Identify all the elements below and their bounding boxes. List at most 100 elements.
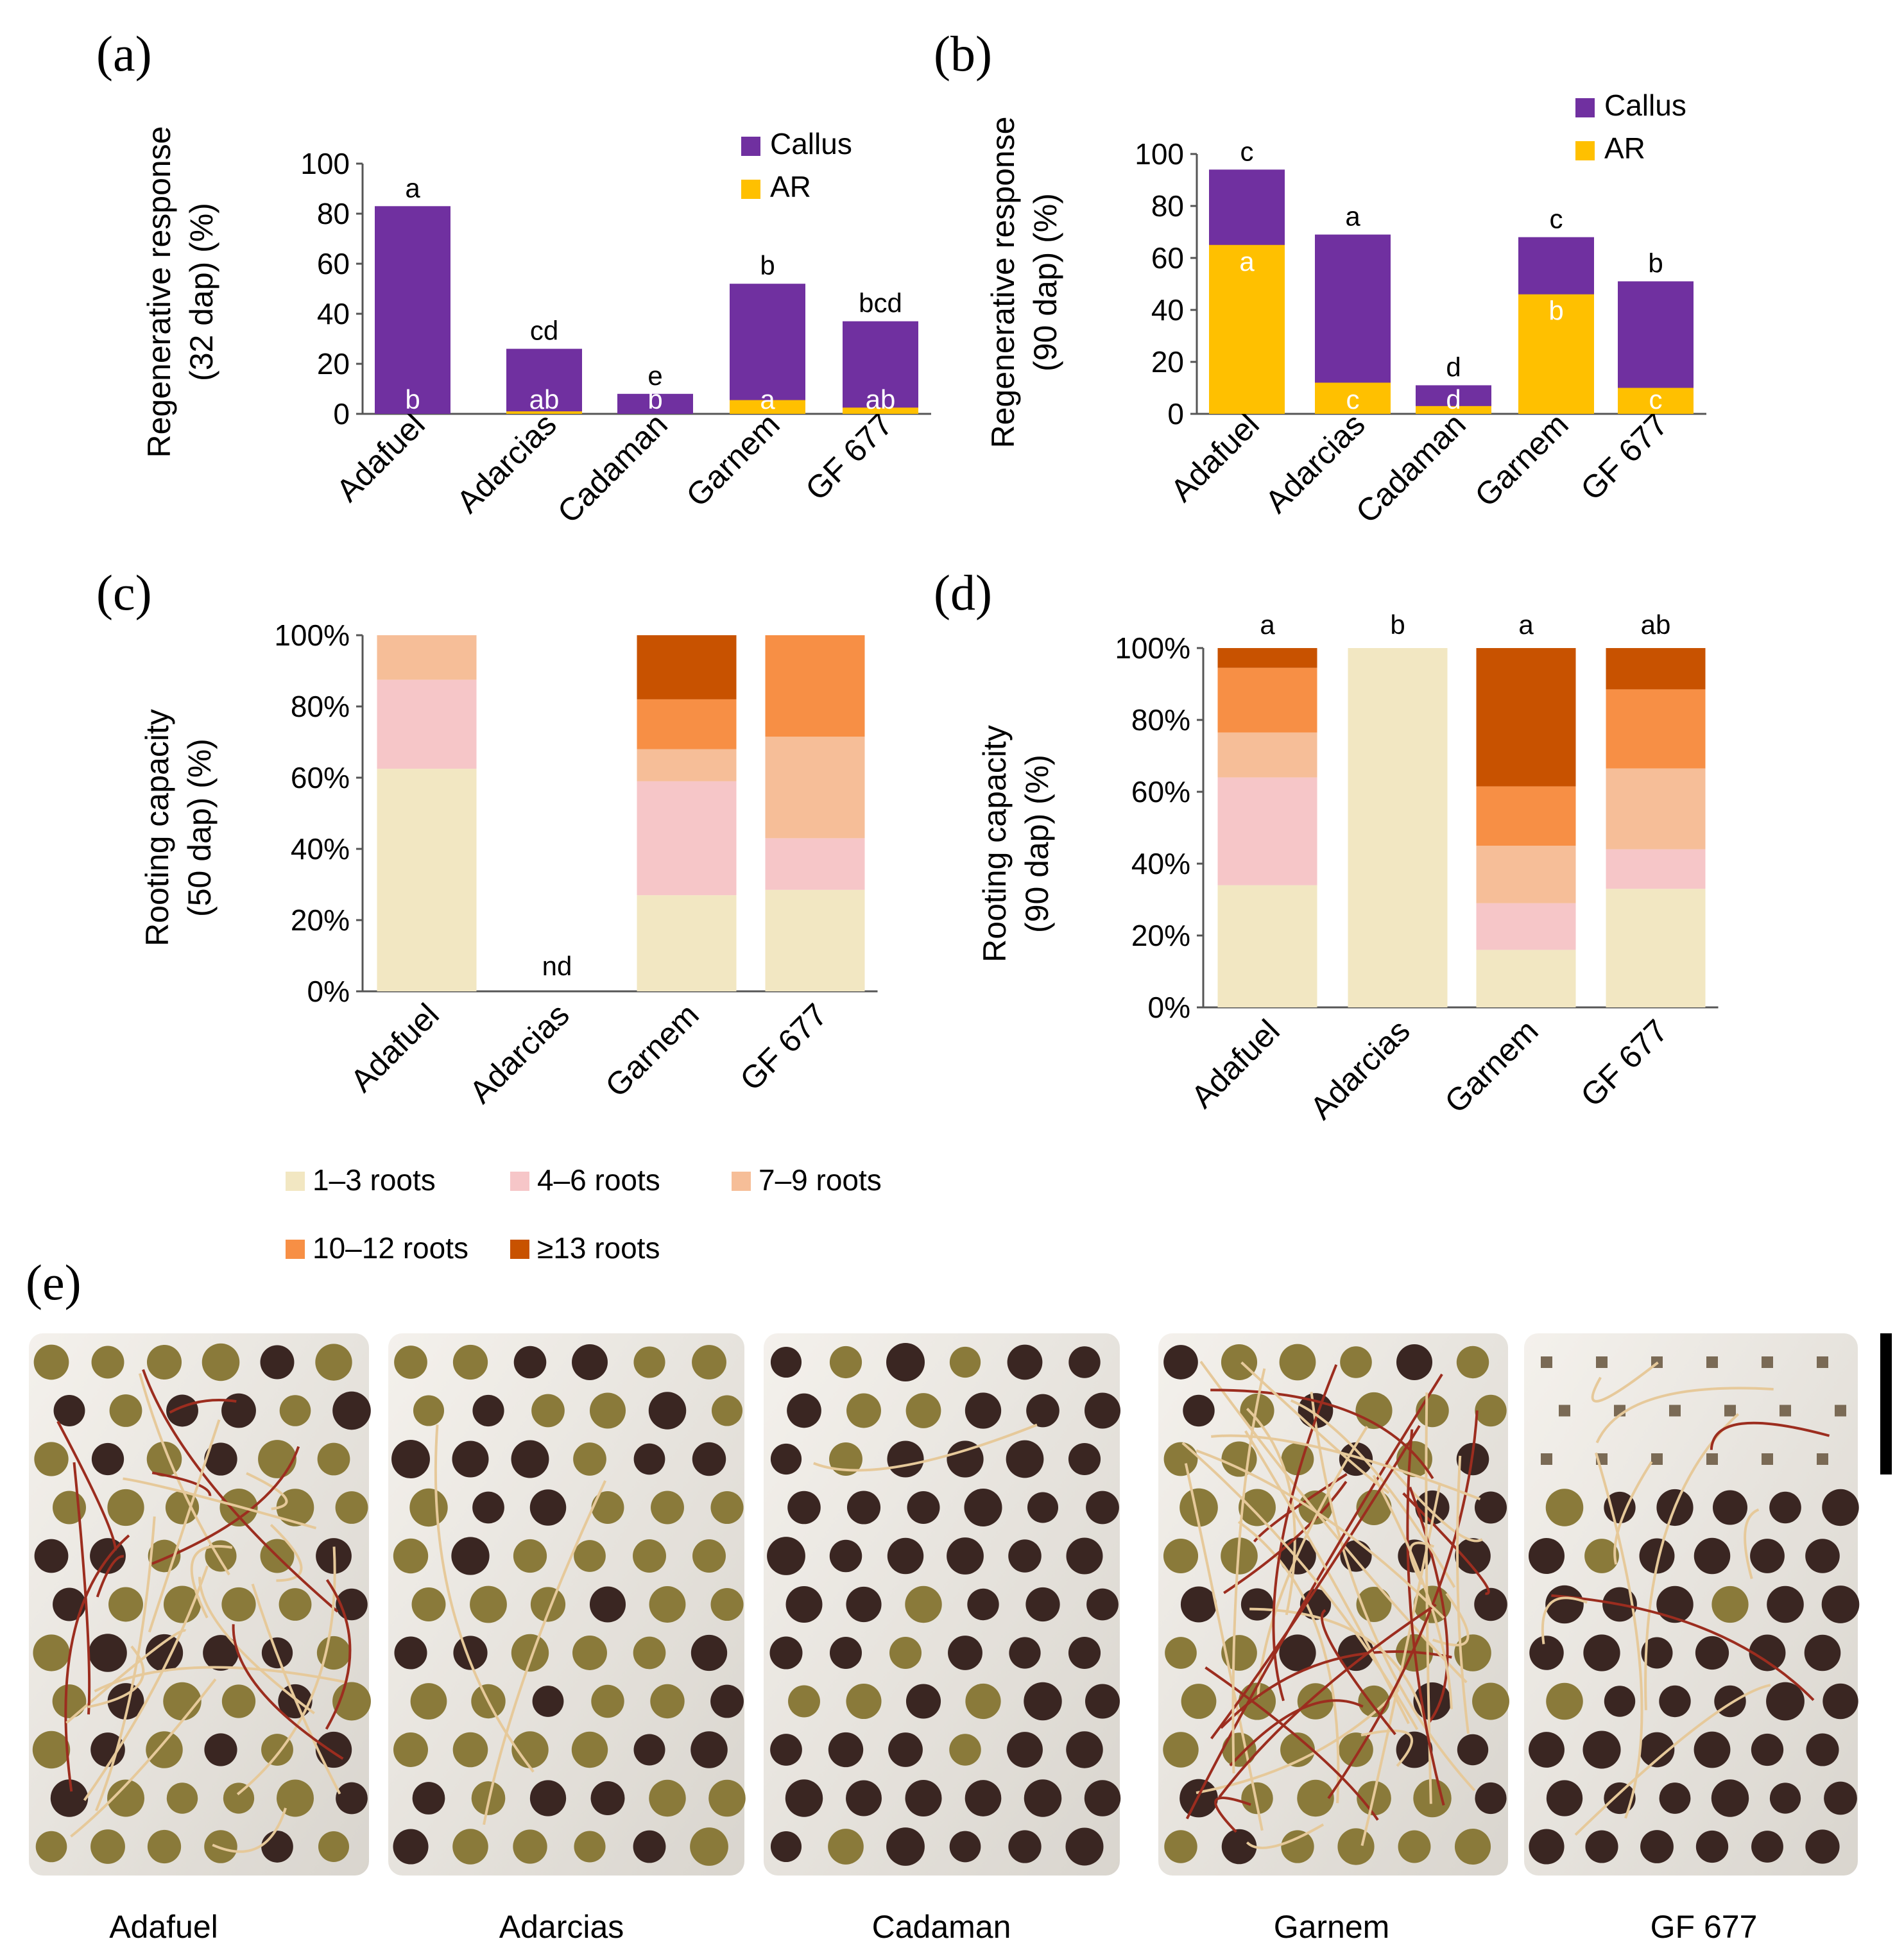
photo-cadaman-explant bbox=[1065, 1827, 1104, 1866]
panel-b-bar-ar-adarcias bbox=[1315, 382, 1391, 414]
panel-b-sig-ar-adafuel: a bbox=[1239, 246, 1255, 277]
photo-adafuel-explant bbox=[261, 1831, 293, 1863]
photo-gf-677-explant bbox=[1529, 1829, 1565, 1865]
panel-d-segment-13-roots-gf-677 bbox=[1606, 648, 1706, 690]
panel-a-bar-ar-adarcias bbox=[506, 411, 582, 414]
photo-adafuel-root bbox=[246, 1472, 288, 1510]
panel-a-sig-callus-adarcias: cd bbox=[530, 316, 558, 346]
photo-cadaman-root bbox=[813, 1423, 1038, 1472]
photo-gf-677-empty-well bbox=[1706, 1356, 1718, 1368]
photo-cadaman-explant bbox=[846, 1393, 881, 1428]
photo-cadaman-explant bbox=[947, 1440, 984, 1478]
photo-gf-677-explant bbox=[1546, 1780, 1583, 1816]
photo-gf-677-root bbox=[1744, 1508, 1760, 1580]
photo-caption-gf-677: GF 677 bbox=[1651, 1909, 1758, 1945]
legend-roots-10-12: 10–12 roots bbox=[313, 1231, 468, 1265]
photo-cadaman-explant bbox=[1086, 1588, 1119, 1621]
photo-garnem-root bbox=[1310, 1392, 1476, 1791]
panel-b-y-tick-label: 0 bbox=[1167, 397, 1184, 431]
photo-adarcias-explant bbox=[453, 1636, 488, 1670]
photo-garnem-root bbox=[1432, 1593, 1470, 1646]
photo-adarcias-explant bbox=[391, 1440, 430, 1478]
photo-garnem-explant bbox=[1475, 1782, 1507, 1815]
photo-adafuel-explant bbox=[34, 1539, 69, 1573]
photo-gf-677-explant bbox=[1604, 1782, 1636, 1815]
photo-garnem-root bbox=[1327, 1410, 1479, 1799]
photo-adafuel-explant bbox=[260, 1345, 295, 1380]
photo-adarcias-explant bbox=[590, 1781, 625, 1815]
photo-adarcias-explant bbox=[412, 1782, 445, 1815]
photo-gf-677-root bbox=[1595, 1387, 1774, 1444]
photo-adarcias-explant bbox=[574, 1540, 606, 1572]
photo-adafuel-explant bbox=[203, 1635, 239, 1671]
panel-c-y-tick-label: 80% bbox=[291, 690, 350, 723]
photo-cadaman-explant bbox=[905, 1684, 941, 1719]
photo-garnem-explant bbox=[1163, 1732, 1199, 1768]
photo-cadaman-explant bbox=[967, 1588, 999, 1621]
photo-caption-adafuel: Adafuel bbox=[109, 1909, 218, 1945]
photo-adarcias-explant bbox=[393, 1829, 429, 1865]
photo-adarcias-root bbox=[483, 1480, 607, 1825]
photo-cadaman-explant bbox=[769, 1636, 803, 1670]
panel-a-sig-callus-cadaman: e bbox=[648, 361, 662, 391]
photo-gf-677-explant bbox=[1694, 1731, 1731, 1768]
photo-adarcias-explant bbox=[633, 1539, 666, 1573]
panel-d-sig-gf-677: ab bbox=[1641, 610, 1671, 640]
panel-b-sig-ar-gf-677: c bbox=[1649, 384, 1663, 414]
panel-c-y-tick-label: 0% bbox=[307, 975, 350, 1008]
photo-garnem-root bbox=[1214, 1796, 1251, 1833]
panel-c-y-tick-label: 40% bbox=[291, 832, 350, 866]
panel-c-y-tick-label: 20% bbox=[291, 903, 350, 937]
photo-cadaman-explant bbox=[829, 1539, 862, 1573]
panel-a-y-axis-label: Regenerative response (32 dap) (%) bbox=[141, 126, 219, 458]
photo-adarcias-explant bbox=[452, 1344, 488, 1380]
panel-c-y-tick-label: 60% bbox=[291, 761, 350, 794]
photo-adafuel-explant bbox=[107, 1683, 144, 1720]
photo-gf-677-explant bbox=[1529, 1732, 1565, 1768]
photo-gf-677-explant bbox=[1804, 1634, 1841, 1671]
panel-b-y-label-line2: (90 dap) (%) bbox=[1027, 193, 1063, 372]
photo-adarcias-explant bbox=[591, 1491, 624, 1524]
legend-swatch-roots-13-plus bbox=[510, 1240, 529, 1259]
photo-cadaman-explant bbox=[1085, 1392, 1120, 1429]
panel-c-annotation-nd: nd bbox=[542, 951, 572, 981]
panel-d-y-tick-label: 20% bbox=[1131, 919, 1190, 952]
photo-adafuel-explant bbox=[221, 1684, 256, 1718]
panel-a-bar-callus-garnem bbox=[730, 284, 805, 414]
panel-c-segment-10-12-roots-gf-677 bbox=[765, 635, 865, 737]
photo-gf-677-explant bbox=[1769, 1491, 1801, 1524]
photo-adarcias-explant bbox=[650, 1684, 685, 1719]
panel-d-x-label-garnem: Garnem bbox=[1437, 1013, 1545, 1120]
photo-garnem-explant bbox=[1183, 1394, 1215, 1427]
panel-d-x-label-gf-677: GF 677 bbox=[1574, 1013, 1675, 1114]
photo-garnem-explant bbox=[1179, 1488, 1218, 1527]
photo-adafuel-explant bbox=[146, 1731, 183, 1768]
photo-adarcias-explant bbox=[708, 1779, 746, 1817]
photo-adafuel-root bbox=[198, 1577, 315, 1714]
panel-e-photos: (e) Adafuel Adarcias Cadaman Garnem GF 6… bbox=[26, 1254, 1892, 1945]
photo-gf-677-explant bbox=[1822, 1489, 1859, 1526]
photo-adafuel-explant bbox=[90, 1829, 125, 1864]
photo-adarcias-explant bbox=[633, 1443, 665, 1475]
panel-d-plot-area: 0% 20% 40% 60% 80% 100% Adafuel Adarcias Garnem G… bbox=[1115, 610, 1719, 1126]
photo-cadaman-explant bbox=[770, 1734, 802, 1766]
photo-caption-adarcias: Adarcias bbox=[499, 1909, 624, 1945]
photo-adarcias-explant bbox=[452, 1732, 488, 1768]
photo-gf-677-explant bbox=[1640, 1830, 1674, 1863]
photo-gf-677-explant bbox=[1713, 1490, 1747, 1525]
photo-garnem-root bbox=[1272, 1364, 1338, 1702]
photo-adafuel-explant bbox=[277, 1779, 314, 1817]
photo-garnem-explant bbox=[1221, 1635, 1257, 1671]
photo-garnem-explant bbox=[1279, 1634, 1316, 1671]
photo-garnem-explant bbox=[1221, 1344, 1258, 1381]
photo-gf-677-empty-well bbox=[1762, 1356, 1773, 1368]
photo-adafuel-explant bbox=[316, 1636, 351, 1670]
photo-cadaman-explant bbox=[888, 1732, 923, 1767]
panel-c-x-label-gf-677: GF 677 bbox=[733, 996, 834, 1098]
photo-cadaman-explant bbox=[886, 1343, 925, 1381]
photo-cadaman-explant bbox=[829, 1442, 862, 1476]
panel-a-sig-ar-adarcias: ab bbox=[529, 384, 560, 414]
photo-gf-677-explant bbox=[1767, 1585, 1804, 1623]
photo-adarcias-explant bbox=[589, 1392, 626, 1429]
photo-garnem-explant bbox=[1413, 1779, 1452, 1818]
